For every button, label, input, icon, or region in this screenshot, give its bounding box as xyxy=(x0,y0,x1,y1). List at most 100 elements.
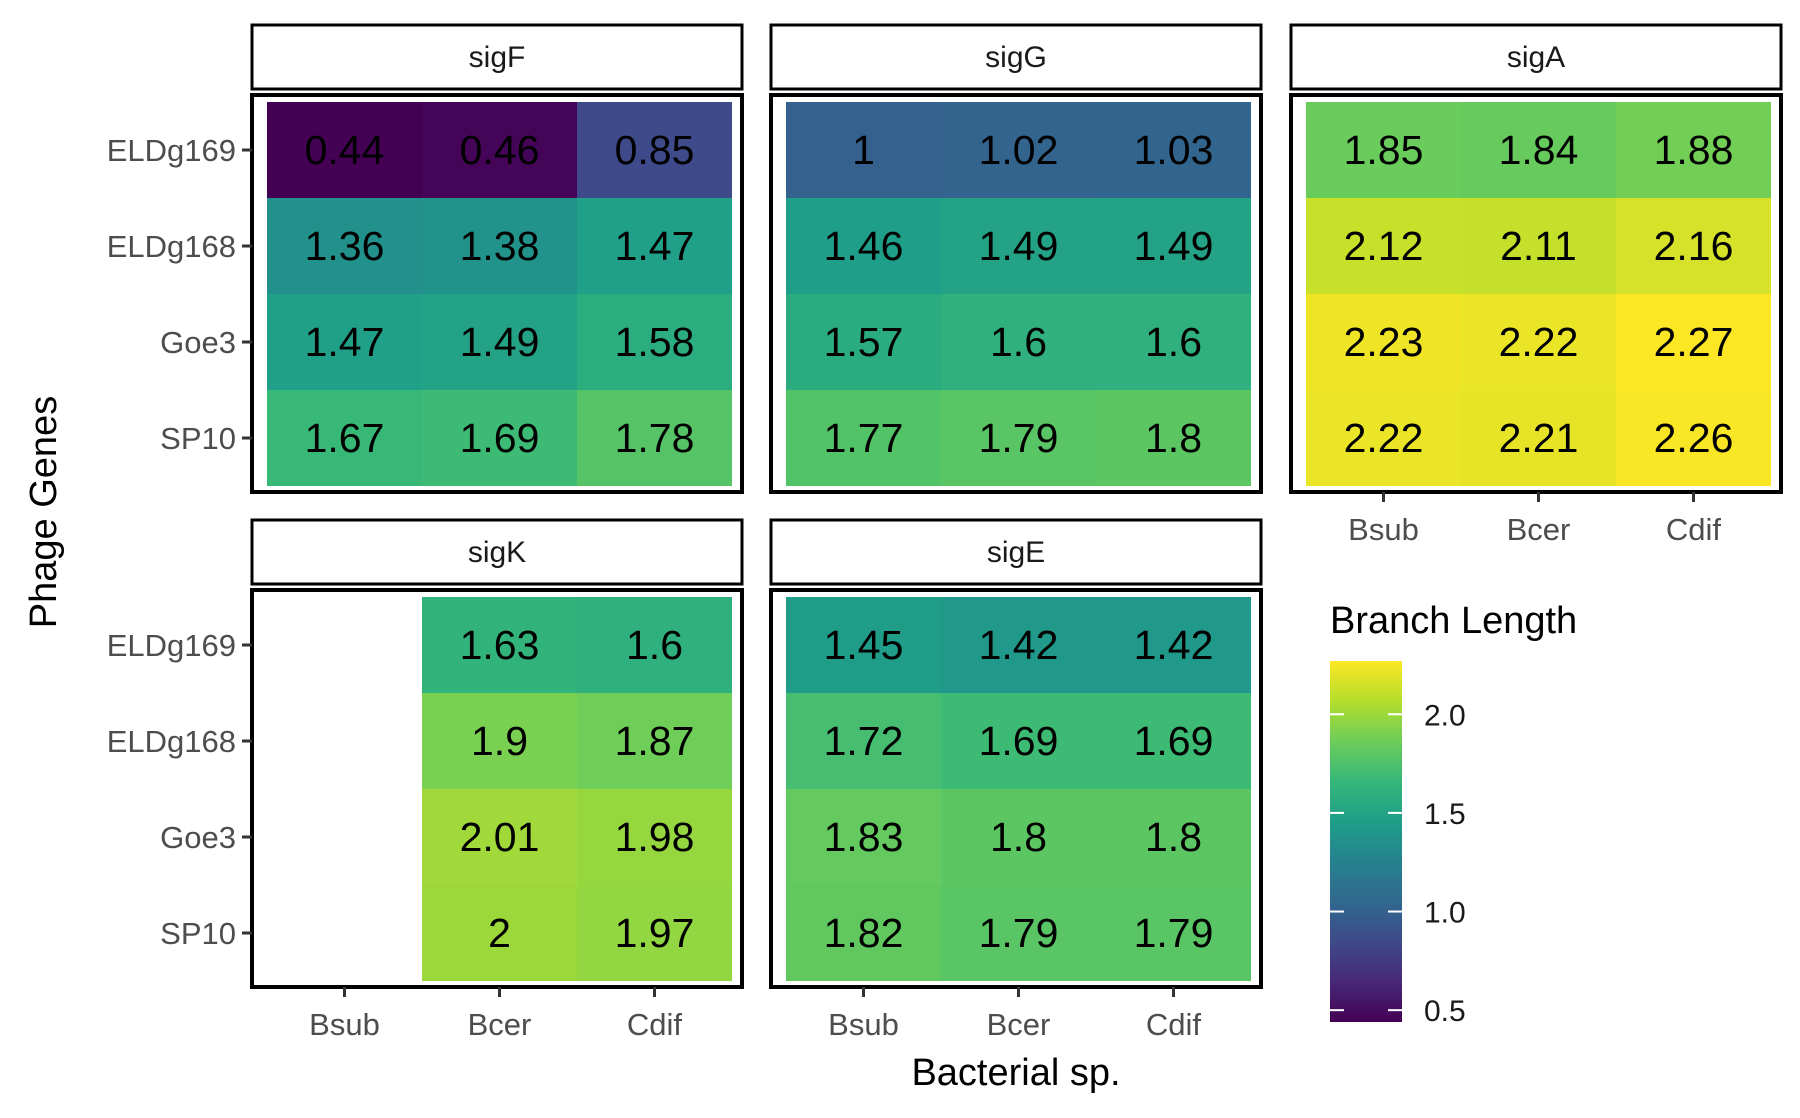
heatmap-cell xyxy=(422,294,577,390)
heatmap-cell xyxy=(1461,390,1616,486)
facet-sigK: sigK 1.63 1.6 1.9 1.87 2.01 1.98 2 1.97 ELDg169 EL… xyxy=(107,518,744,1042)
cell-value-label: 1.72 xyxy=(824,718,904,764)
x-tick-label: Cdif xyxy=(1666,512,1722,547)
heatmap-cell xyxy=(577,597,732,693)
heatmap-cell xyxy=(267,198,422,294)
heatmap-cell xyxy=(1096,390,1251,486)
facet-sigA: sigA 1.85 1.84 1.88 2.12 2.11 2.16 2.23 2.22 2.27… xyxy=(1289,23,1783,547)
heatmap-cell xyxy=(1306,198,1461,294)
cell-value-label: 1.47 xyxy=(615,223,695,269)
heatmap-cell xyxy=(941,597,1096,693)
cell-value-label: 1.45 xyxy=(824,622,904,668)
cell-value-label: 1.38 xyxy=(460,223,540,269)
facet-strip-label: sigF xyxy=(469,41,526,74)
heatmap-cell xyxy=(1306,294,1461,390)
legend-title: Branch Length xyxy=(1330,600,1577,642)
cell-value-label: 0.85 xyxy=(615,127,695,173)
cell-value-label: 1.03 xyxy=(1134,127,1214,173)
heatmap-cell xyxy=(941,198,1096,294)
x-tick-label: Bcer xyxy=(987,1007,1051,1042)
cell-value-label: 1.87 xyxy=(615,718,695,764)
legend: Branch Length 2.0 1.5 1.0 0.5 xyxy=(1330,600,1577,1028)
cell-value-label: 1.85 xyxy=(1344,127,1424,173)
heatmap-cell xyxy=(577,885,732,981)
heatmap-cell xyxy=(1616,102,1771,198)
cell-value-label: 1.8 xyxy=(1145,814,1202,860)
cell-value-label: 0.44 xyxy=(305,127,385,173)
heatmap-cell xyxy=(941,789,1096,885)
heatmap-cell xyxy=(577,789,732,885)
heatmap-cell xyxy=(422,198,577,294)
cell-value-label: 2.16 xyxy=(1654,223,1734,269)
facet-strip xyxy=(769,23,1263,91)
cell-value-label: 1.46 xyxy=(824,223,904,269)
x-tick-label: Bsub xyxy=(1348,512,1419,547)
plot-area: sigF 0.44 0.46 0.85 1.36 1.38 1.47 1.47 1.49 1.58… xyxy=(107,23,1783,1042)
cell-value-label: 1.57 xyxy=(824,319,904,365)
heatmap-cell xyxy=(1096,885,1251,981)
cell-value-label: 1.42 xyxy=(1134,622,1214,668)
cell-value-label: 1.84 xyxy=(1499,127,1579,173)
cell-value-label: 2.27 xyxy=(1654,319,1734,365)
y-tick-label: ELDg169 xyxy=(107,133,236,168)
cell-value-label: 2.23 xyxy=(1344,319,1424,365)
heatmap-cell xyxy=(941,390,1096,486)
cell-value-label: 2.01 xyxy=(460,814,540,860)
cell-value-label: 1.8 xyxy=(1145,415,1202,461)
heatmap-cell xyxy=(941,693,1096,789)
cell-value-label: 2.26 xyxy=(1654,415,1734,461)
facet-sigF: sigF 0.44 0.46 0.85 1.36 1.38 1.47 1.47 1.49 1.58… xyxy=(107,23,744,494)
facet-strip xyxy=(769,518,1263,586)
cell-value-label: 1 xyxy=(852,127,875,173)
panel-border xyxy=(1289,93,1783,494)
cell-value-label: 1.63 xyxy=(460,622,540,668)
heatmap-cell xyxy=(577,198,732,294)
y-tick-label: ELDg168 xyxy=(107,724,236,759)
x-tick-label: Bsub xyxy=(309,1007,380,1042)
cell-value-label: 1.6 xyxy=(990,319,1047,365)
facet-strip xyxy=(250,518,744,586)
heatmap-cell xyxy=(422,102,577,198)
cell-value-label: 1.49 xyxy=(1134,223,1214,269)
heatmap-cell xyxy=(422,693,577,789)
x-tick-label: Bcer xyxy=(1507,512,1571,547)
cell-value-label: 1.97 xyxy=(615,910,695,956)
panel-border xyxy=(769,588,1263,989)
heatmap-cell xyxy=(786,390,941,486)
x-tick-label: Cdif xyxy=(1146,1007,1202,1042)
x-tick-label: Cdif xyxy=(627,1007,683,1042)
legend-tick-label: 2.0 xyxy=(1424,699,1466,732)
heatmap-cell xyxy=(577,693,732,789)
heatmap-cell xyxy=(422,597,577,693)
panel-border xyxy=(769,93,1263,494)
heatmap-cell xyxy=(577,294,732,390)
heatmap-cell xyxy=(577,102,732,198)
cell-value-label: 1.69 xyxy=(1134,718,1214,764)
heatmap-cell xyxy=(1616,198,1771,294)
y-tick-label: ELDg169 xyxy=(107,628,236,663)
cell-value-label: 2.22 xyxy=(1499,319,1579,365)
legend-tick-label: 0.5 xyxy=(1424,995,1466,1028)
cell-value-label: 2 xyxy=(488,910,511,956)
facet-sigG: sigG 1 1.02 1.03 1.46 1.49 1.49 1.57 1.6 1.6 1.77 1… xyxy=(769,23,1263,494)
cell-value-label: 1.02 xyxy=(979,127,1059,173)
y-tick-label: ELDg168 xyxy=(107,229,236,264)
heatmap-cell xyxy=(1096,597,1251,693)
heatmap-cell xyxy=(786,597,941,693)
cell-value-label: 1.42 xyxy=(979,622,1059,668)
cell-value-label: 1.79 xyxy=(1134,910,1214,956)
y-tick-label: SP10 xyxy=(160,421,236,456)
heatmap-cell xyxy=(941,294,1096,390)
heatmap-cell xyxy=(786,693,941,789)
facet-strip xyxy=(250,23,744,91)
cell-value-label: 1.83 xyxy=(824,814,904,860)
heatmap-cell xyxy=(1096,198,1251,294)
x-axis-title: Bacterial sp. xyxy=(911,1052,1120,1094)
facet-strip-label: sigE xyxy=(987,536,1045,569)
cell-value-label: 1.8 xyxy=(990,814,1047,860)
heatmap-cell xyxy=(1306,102,1461,198)
heatmap-cell xyxy=(786,885,941,981)
heatmap-cell xyxy=(1096,693,1251,789)
heatmap-cell xyxy=(267,390,422,486)
